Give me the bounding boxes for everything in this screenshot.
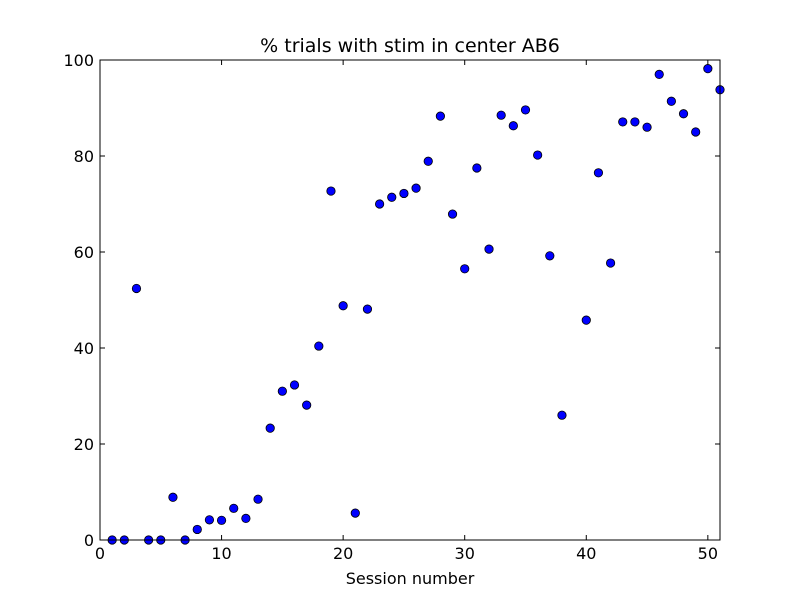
data-point bbox=[496, 110, 506, 120]
data-point bbox=[557, 410, 567, 420]
data-point bbox=[387, 192, 397, 202]
data-point bbox=[654, 69, 664, 80]
plot-frame bbox=[99, 59, 721, 541]
data-point bbox=[593, 168, 604, 178]
y-tick-label: 20 bbox=[74, 435, 94, 454]
data-points bbox=[107, 64, 725, 545]
data-point bbox=[447, 209, 458, 219]
data-point bbox=[678, 109, 689, 119]
data-point bbox=[605, 258, 616, 268]
data-point bbox=[581, 315, 591, 325]
data-point bbox=[484, 244, 494, 254]
data-point bbox=[472, 163, 482, 173]
data-point bbox=[302, 400, 312, 410]
x-tick-label: 40 bbox=[576, 544, 596, 563]
data-point bbox=[642, 122, 652, 132]
chart-title: % trials with stim in center AB6 bbox=[260, 35, 560, 57]
x-axis-label: Session number bbox=[346, 569, 475, 588]
x-tick-label: 30 bbox=[455, 544, 475, 563]
y-tick-label: 80 bbox=[74, 147, 94, 166]
data-point bbox=[216, 515, 227, 525]
data-point bbox=[630, 117, 640, 127]
data-point bbox=[289, 380, 300, 390]
data-point bbox=[423, 156, 433, 166]
data-point bbox=[131, 283, 142, 294]
data-point bbox=[229, 503, 239, 513]
data-point bbox=[411, 183, 421, 193]
data-point bbox=[253, 494, 263, 504]
x-tick-label: 0 bbox=[95, 544, 105, 563]
data-point bbox=[265, 423, 275, 433]
data-point bbox=[168, 492, 178, 502]
data-point bbox=[703, 64, 713, 74]
y-tick-label: 0 bbox=[84, 531, 94, 550]
data-point bbox=[350, 508, 360, 518]
data-point bbox=[375, 199, 385, 209]
y-tick-label: 100 bbox=[63, 51, 94, 70]
data-point bbox=[533, 150, 543, 160]
y-tick-label: 60 bbox=[74, 243, 94, 262]
data-point bbox=[460, 264, 470, 274]
data-point bbox=[545, 251, 555, 261]
axis-ticks: 0 10 20 30 40 50 0 20 40 60 80 100 bbox=[63, 51, 720, 563]
data-point bbox=[508, 121, 518, 131]
data-point bbox=[314, 341, 324, 351]
data-point bbox=[399, 188, 409, 199]
data-point bbox=[204, 515, 215, 525]
data-point bbox=[435, 111, 445, 121]
data-point bbox=[618, 117, 628, 127]
y-tick-label: 40 bbox=[74, 339, 94, 358]
data-point bbox=[241, 513, 251, 524]
data-point bbox=[666, 96, 676, 106]
data-point bbox=[338, 301, 348, 311]
data-point bbox=[192, 524, 202, 535]
data-point bbox=[362, 304, 373, 314]
data-point bbox=[520, 105, 531, 115]
x-tick-label: 10 bbox=[211, 544, 231, 563]
x-tick-label: 50 bbox=[698, 544, 718, 563]
data-point bbox=[326, 186, 336, 196]
x-tick-label: 20 bbox=[333, 544, 353, 563]
data-point bbox=[691, 127, 701, 137]
data-point bbox=[277, 386, 287, 396]
